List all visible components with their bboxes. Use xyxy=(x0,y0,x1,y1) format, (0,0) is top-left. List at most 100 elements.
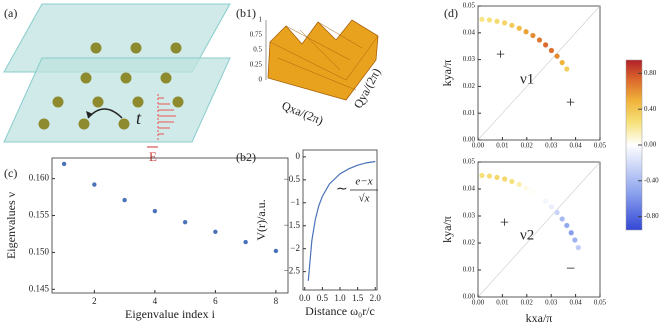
y-tick-label: 0.02 xyxy=(463,82,476,90)
point xyxy=(536,193,543,199)
x-tick-label: 0.5 xyxy=(317,293,329,303)
y-tick-label: 0.01 xyxy=(463,266,476,274)
x-tick-label: 6 xyxy=(213,296,218,306)
x-tick-label: 0.04 xyxy=(569,142,582,150)
point xyxy=(564,222,570,229)
z-tick-label: 0.25 xyxy=(250,61,263,69)
y-axis-label: Eigenvalues ν xyxy=(4,191,18,259)
point xyxy=(122,197,127,203)
point xyxy=(494,174,500,180)
point xyxy=(559,59,565,66)
point xyxy=(548,47,555,54)
annotation: ν2 xyxy=(520,227,534,243)
y-tick-label: 0.04 xyxy=(463,185,476,193)
colorbar-tick-label: 0.00 xyxy=(644,141,657,149)
y-tick-label: 0.02 xyxy=(463,239,476,247)
panel-label: (b2) xyxy=(236,150,256,164)
y-tick-label: −2 xyxy=(290,243,300,253)
point xyxy=(542,42,549,48)
x-tick-label: 0.02 xyxy=(521,299,534,307)
plot-frame xyxy=(477,5,601,141)
panel-label: (b1) xyxy=(236,6,256,20)
x-tick-label: 0.00 xyxy=(472,299,485,307)
point xyxy=(152,208,158,214)
annotation: + xyxy=(566,95,575,112)
point xyxy=(516,25,522,31)
plot-frame xyxy=(51,157,289,294)
point xyxy=(523,185,529,191)
colorbar-tick-label: 0.40 xyxy=(644,105,657,113)
hopping-label: t xyxy=(136,108,142,128)
y-tick-label: 0.150 xyxy=(29,246,50,256)
point xyxy=(572,237,578,243)
x-tick-label: 8 xyxy=(274,296,279,306)
x-tick-label: 2 xyxy=(92,296,97,306)
x-tick-label: 0.00 xyxy=(472,142,485,150)
y-tick-label: 0.155 xyxy=(29,210,50,220)
x-axis-label: Eigenvalue index i xyxy=(125,307,216,321)
point xyxy=(530,32,536,39)
colorbar-tick-label: -0.40 xyxy=(644,176,659,184)
x-axis-label: kxa/π xyxy=(526,311,553,325)
line xyxy=(307,160,376,281)
plane xyxy=(3,57,231,143)
x-tick-label: 4 xyxy=(153,296,158,306)
x-tick-label: 0.05 xyxy=(594,142,607,150)
annotation: ∼ xyxy=(336,182,348,197)
point xyxy=(548,204,555,210)
point xyxy=(61,161,67,167)
z-tick-label: 0 xyxy=(259,76,263,84)
field-profile xyxy=(158,97,176,135)
y-tick-label: 0.00 xyxy=(463,136,476,144)
point xyxy=(486,17,493,23)
surface-plot xyxy=(265,19,379,101)
point xyxy=(92,182,97,187)
point xyxy=(494,18,500,24)
y-tick-label: 0.145 xyxy=(29,283,50,293)
x-tick-label: 2.0 xyxy=(370,293,382,303)
y-axis-label: V(r)/a.u. xyxy=(254,199,268,240)
point xyxy=(213,229,218,234)
point xyxy=(516,181,522,188)
sites xyxy=(38,42,184,130)
y-tick-label: 0.04 xyxy=(463,28,476,36)
plot-frame xyxy=(302,149,378,291)
point xyxy=(486,173,493,179)
x-tick-label: 0.02 xyxy=(521,142,534,150)
y-axis-label: kya/π xyxy=(440,60,454,87)
b1-xlabel: Qxa/(2π) xyxy=(280,98,325,127)
z-tick-label: 1 xyxy=(259,16,263,24)
colorbar-tick-label: -0.80 xyxy=(644,212,659,220)
z-tick-label: 0.5 xyxy=(253,46,262,54)
point xyxy=(243,239,248,245)
x-tick-label: 0.0 xyxy=(299,293,311,303)
y-tick-label: 0.05 xyxy=(463,158,476,166)
y-tick-label: −1 xyxy=(290,197,300,207)
point xyxy=(568,230,574,236)
panel-label: (d) xyxy=(444,6,458,20)
point xyxy=(554,209,560,216)
x-tick-label: 0.01 xyxy=(496,299,509,307)
annotation: − xyxy=(566,261,575,278)
y-tick-label: 0 xyxy=(296,151,301,161)
y-tick-label: −2.5 xyxy=(284,266,301,276)
x-tick-label: 0.03 xyxy=(545,142,558,150)
x-tick-label: 0.05 xyxy=(594,299,607,307)
colorbar-tick-label: 0.80 xyxy=(644,69,657,77)
point xyxy=(536,37,543,43)
y-tick-label: 0.03 xyxy=(463,212,476,220)
field-label: E xyxy=(149,149,157,164)
arrowhead xyxy=(86,111,93,118)
x-tick-label: 0.01 xyxy=(496,142,509,150)
point xyxy=(501,176,508,182)
x-tick-label: 0.04 xyxy=(569,299,582,307)
y-tick-label: 0.03 xyxy=(463,55,476,63)
point xyxy=(479,16,485,22)
annotation: + xyxy=(500,215,509,232)
y-axis-label: kya/π xyxy=(440,216,454,243)
annotation: ν1 xyxy=(520,71,534,87)
point xyxy=(479,172,485,179)
point xyxy=(523,29,529,35)
panel-label: (a) xyxy=(4,6,17,20)
